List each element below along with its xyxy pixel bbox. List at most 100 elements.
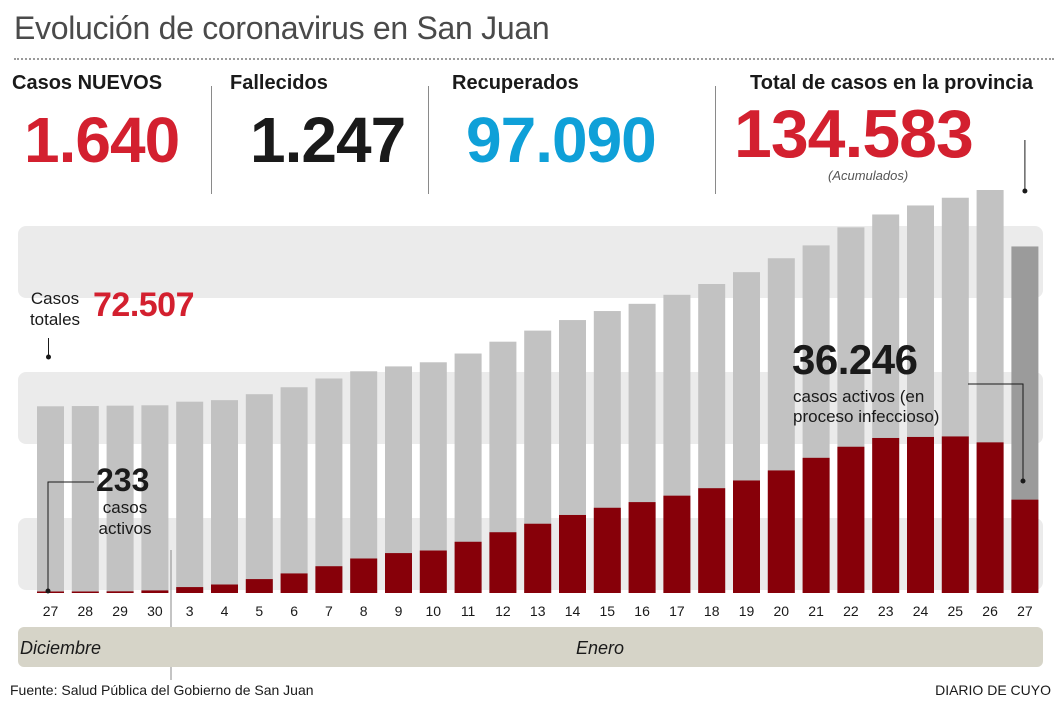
leader-dot [1020,478,1026,484]
active-cases-bar [37,591,64,593]
active-cases-bar [663,495,691,593]
x-tick-label: 3 [186,603,194,619]
x-tick-label: 15 [600,603,616,619]
active-cases-bar [385,553,412,593]
x-tick-label: 28 [78,603,94,619]
active-cases-bar [837,446,865,593]
active-cases-bar [941,436,969,593]
start-total-label-text: Casos totales [29,289,81,330]
active-cases-bar [350,558,378,593]
x-tick-label: 17 [669,603,685,619]
active-cases-bar [315,566,343,593]
x-tick-label: 27 [1017,603,1033,619]
active-cases-bar [71,591,99,593]
x-tick-label: 30 [147,603,163,619]
active-cases-bar [593,507,621,593]
x-tick-label: 19 [739,603,755,619]
stat-total-value: 134.583 [734,96,974,172]
total-cases-bar [106,405,134,593]
start-total-label: Casos totales [20,288,90,331]
leader-line [968,383,1024,480]
leader-dot [46,354,51,360]
x-tick-label: 8 [360,603,368,619]
stat-recuperados: Recuperados [452,72,579,95]
stat-total-label: Total de casos en la provincia [750,72,1034,94]
x-tick-label: 7 [325,603,333,619]
leader-dot [45,588,51,594]
stat-total-note: (Acumulados) [828,168,909,183]
active-cases-bar [454,541,482,593]
stat-recuperados-value: 97.090 [466,104,657,176]
x-tick-label: 12 [495,603,511,619]
start-active-value: 233 [96,462,150,498]
active-cases-bar [907,436,934,593]
total-cases-bar [350,371,378,593]
publisher-credit: DIARIO DE CUYO [935,682,1051,698]
month-label-diciembre: Diciembre [20,638,102,658]
active-cases-bar [733,480,760,593]
total-cases-bar [315,378,343,593]
active-cases-bar [176,587,204,593]
x-tick-label: 9 [395,603,403,619]
active-cases-bar [872,437,900,593]
active-cases-bar [245,579,273,593]
total-cases-bar [176,401,204,593]
stat-nuevos: Casos NUEVOS [12,72,162,95]
active-cases-bar [280,573,308,593]
total-cases-bar [211,400,238,593]
stat-total: Total de casos en la provincia [750,72,1033,95]
end-active-label-text: casos activos (en proceso infeccioso) [793,387,940,427]
x-tick-label: 5 [255,603,263,619]
page-title: Evolución de coronavirus en San Juan [14,10,550,46]
x-tick-label: 11 [461,603,476,619]
x-tick-label: 27 [43,603,59,619]
start-active-label-text: casos activos [98,498,152,539]
x-tick-label: 22 [843,603,859,619]
x-tick-label: 20 [774,603,790,619]
stat-divider [211,86,212,194]
x-tick-label: 4 [221,603,229,619]
active-cases-bar [559,514,586,593]
start-active-label: casos activos [92,497,158,540]
title-divider [14,58,1054,60]
total-cases-bar [71,406,99,593]
x-tick-label: 26 [982,603,998,619]
stat-divider [715,86,716,194]
active-cases-bar [1011,499,1039,593]
active-cases-bar [976,442,1004,593]
x-tick-label: 13 [530,603,546,619]
x-tick-label: 23 [878,603,894,619]
x-tick-label: 29 [112,603,128,619]
x-tick-label: 18 [704,603,720,619]
x-tick-label: 10 [426,603,442,619]
x-tick-label: 6 [290,603,298,619]
source-note: Fuente: Salud Pública del Gobierno de Sa… [10,682,314,698]
stat-nuevos-label: Casos NUEVOS [12,72,163,94]
active-cases-bar [767,470,795,593]
total-cases-bar [37,406,64,593]
end-active-value: 36.246 [792,336,918,383]
x-tick-label: 21 [808,603,824,619]
stat-fallecidos-value: 1.247 [250,104,406,176]
active-cases-bar [211,584,238,593]
stat-fallecidos-label: Fallecidos [230,72,328,94]
x-tick-label: 24 [913,603,929,619]
leader-line [47,481,94,592]
active-cases-bar [524,523,552,593]
month-band [18,627,1043,667]
stat-recuperados-label: Recuperados [452,72,579,94]
total-cases-bar [280,387,308,593]
leader-dot [1022,188,1028,194]
x-tick-label: 25 [948,603,964,619]
x-tick-label: 14 [565,603,581,619]
active-cases-bar [419,550,447,593]
x-tick-label: 16 [634,603,650,619]
active-cases-bar [628,502,656,593]
stat-divider [428,86,429,194]
stat-nuevos-value: 1.640 [24,104,180,176]
active-cases-bar [106,591,134,593]
active-cases-bar [802,457,830,593]
active-cases-bar [489,532,517,593]
total-cases-bar [245,394,273,593]
